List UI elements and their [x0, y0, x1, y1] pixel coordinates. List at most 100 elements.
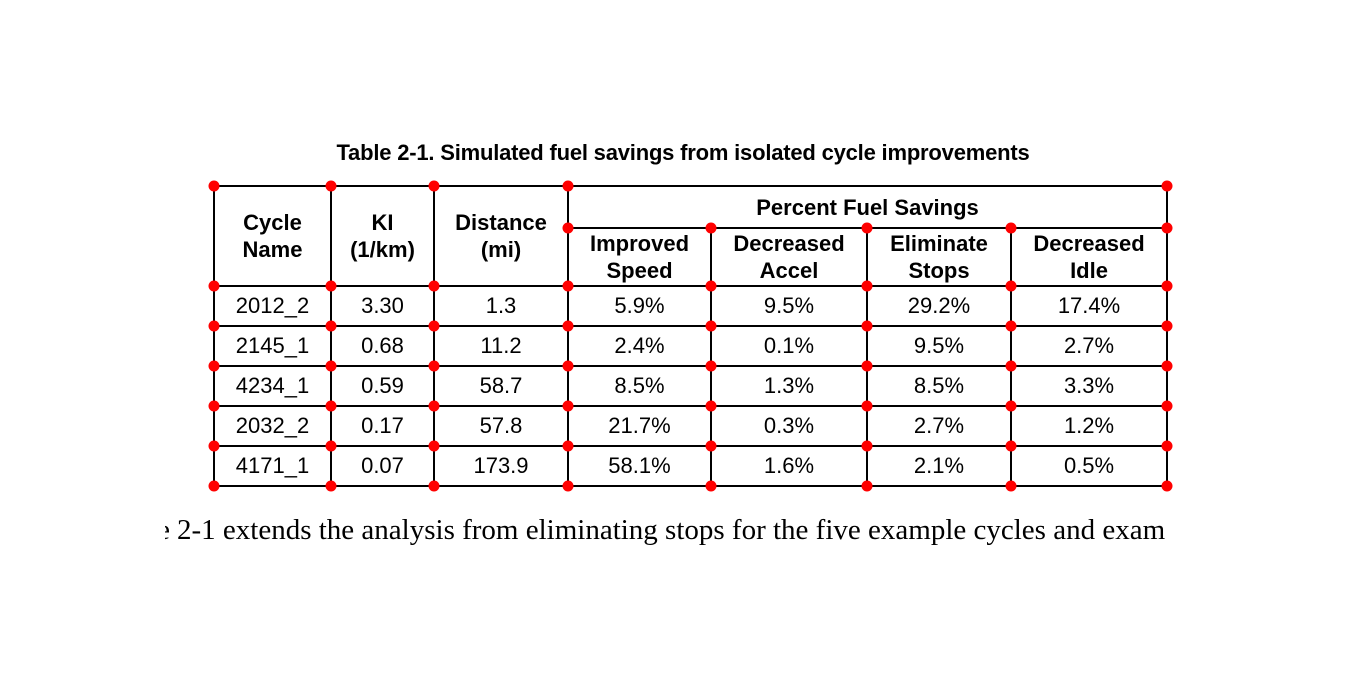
cell-eliminate-stops: 8.5%	[866, 365, 1012, 407]
grid-marker	[208, 400, 220, 412]
grid-marker	[208, 480, 220, 492]
grid-marker	[325, 400, 337, 412]
grid-marker	[1005, 440, 1017, 452]
cell-ki: 0.68	[330, 325, 435, 367]
header-percent-fuel-savings: Percent Fuel Savings	[566, 185, 1169, 229]
grid-marker	[1005, 320, 1017, 332]
grid-marker	[325, 440, 337, 452]
body-text: e2-1 extends the analysis from eliminati…	[165, 514, 1165, 547]
cell-improved-speed: 2.4%	[567, 325, 712, 367]
grid-marker	[428, 440, 440, 452]
header-decreased-accel: Decreased Accel	[710, 227, 868, 287]
fuel-savings-table: Cycle Name KI (1/km) Distance (mi) Perce…	[213, 185, 1169, 487]
grid-marker	[428, 480, 440, 492]
grid-marker	[325, 180, 337, 192]
grid-marker	[562, 400, 574, 412]
header-improved-speed: Improved Speed	[567, 227, 712, 287]
cell-distance: 11.2	[433, 325, 569, 367]
cell-cycle-name: 4171_1	[213, 445, 332, 487]
cell-ki: 3.30	[330, 285, 435, 327]
grid-marker	[1161, 400, 1173, 412]
grid-marker	[562, 480, 574, 492]
cell-ki: 0.17	[330, 405, 435, 447]
header-decreased-idle: Decreased Idle	[1009, 227, 1169, 287]
grid-marker	[861, 320, 873, 332]
cell-distance: 58.7	[433, 365, 569, 407]
cell-cycle-name: 2145_1	[213, 325, 332, 367]
grid-marker	[705, 280, 717, 292]
grid-marker	[428, 400, 440, 412]
cell-eliminate-stops: 9.5%	[866, 325, 1012, 367]
cell-decreased-idle: 3.3%	[1009, 365, 1169, 407]
grid-marker	[705, 480, 717, 492]
grid-marker	[1161, 360, 1173, 372]
cell-eliminate-stops: 29.2%	[866, 285, 1012, 327]
cell-improved-speed: 58.1%	[567, 445, 712, 487]
cell-decreased-idle: 0.5%	[1009, 445, 1169, 487]
grid-marker	[562, 320, 574, 332]
grid-marker	[325, 360, 337, 372]
grid-marker	[1005, 360, 1017, 372]
cell-improved-speed: 8.5%	[567, 365, 712, 407]
grid-marker	[1005, 400, 1017, 412]
clipped-letter-fragment: e	[165, 514, 170, 547]
header-row-sub: Improved Speed Decreased Accel Eliminate…	[214, 227, 1169, 287]
cell-cycle-name: 4234_1	[213, 365, 332, 407]
cell-eliminate-stops: 2.7%	[866, 405, 1012, 447]
table-row: 4171_1 0.07 173.9 58.1% 1.6% 2.1% 0.5%	[213, 445, 1169, 487]
cell-improved-speed: 5.9%	[567, 285, 712, 327]
grid-marker	[1161, 480, 1173, 492]
grid-marker	[325, 480, 337, 492]
cell-decreased-accel: 1.6%	[710, 445, 868, 487]
grid-marker	[1005, 480, 1017, 492]
grid-marker	[208, 320, 220, 332]
grid-marker	[861, 360, 873, 372]
grid-marker	[1161, 320, 1173, 332]
cell-ki: 0.59	[330, 365, 435, 407]
grid-marker	[705, 400, 717, 412]
cell-distance: 57.8	[433, 405, 569, 447]
grid-marker	[562, 440, 574, 452]
table-wrapper: Cycle Name KI (1/km) Distance (mi) Perce…	[208, 180, 1173, 492]
grid-marker	[562, 280, 574, 292]
grid-marker	[208, 360, 220, 372]
grid-marker	[861, 222, 873, 234]
body-text-content: 2-1 extends the analysis from eliminatin…	[177, 514, 1166, 546]
grid-marker	[428, 180, 440, 192]
grid-marker	[861, 480, 873, 492]
grid-marker	[208, 280, 220, 292]
grid-marker	[428, 360, 440, 372]
cell-decreased-idle: 1.2%	[1009, 405, 1169, 447]
grid-marker	[562, 180, 574, 192]
grid-marker	[861, 280, 873, 292]
grid-marker	[325, 320, 337, 332]
grid-marker	[208, 440, 220, 452]
grid-marker	[1005, 280, 1017, 292]
cell-ki: 0.07	[330, 445, 435, 487]
cell-decreased-accel: 0.3%	[710, 405, 868, 447]
cell-eliminate-stops: 2.1%	[866, 445, 1012, 487]
grid-marker	[705, 320, 717, 332]
grid-marker	[705, 360, 717, 372]
cell-decreased-idle: 17.4%	[1009, 285, 1169, 327]
table-row: 2145_1 0.68 11.2 2.4% 0.1% 9.5% 2.7%	[213, 325, 1169, 367]
cell-decreased-accel: 0.1%	[710, 325, 868, 367]
cell-distance: 173.9	[433, 445, 569, 487]
grid-marker	[325, 280, 337, 292]
header-eliminate-stops: Eliminate Stops	[866, 227, 1012, 287]
cell-decreased-accel: 9.5%	[710, 285, 868, 327]
table-row: 2032_2 0.17 57.8 21.7% 0.3% 2.7% 1.2%	[213, 405, 1169, 447]
grid-marker	[861, 400, 873, 412]
header-row-group: Cycle Name KI (1/km) Distance (mi) Perce…	[213, 185, 1169, 287]
grid-marker	[861, 440, 873, 452]
grid-marker	[1161, 222, 1173, 234]
cell-decreased-accel: 1.3%	[710, 365, 868, 407]
grid-marker	[428, 320, 440, 332]
header-cycle-name: Cycle Name	[213, 185, 332, 287]
grid-marker	[1005, 222, 1017, 234]
cell-cycle-name: 2032_2	[213, 405, 332, 447]
grid-marker	[705, 222, 717, 234]
table-title: Table 2-1. Simulated fuel savings from i…	[336, 140, 1030, 165]
header-ki: KI (1/km)	[330, 185, 435, 287]
